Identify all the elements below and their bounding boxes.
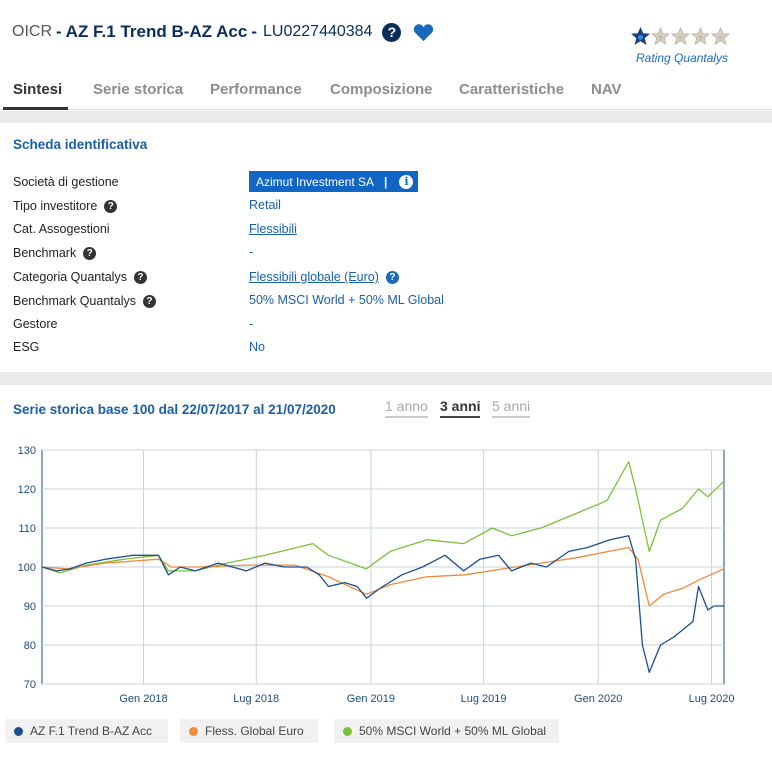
company-name: Azimut Investment SA xyxy=(256,174,375,189)
id-card-title: Scheda identificativa xyxy=(13,137,148,152)
x-tick-label: Gen 2019 xyxy=(347,693,395,705)
series-line-fund xyxy=(41,535,724,673)
value-tipo-investitore: Retail xyxy=(249,198,281,212)
row-label-cat-assogestioni: Cat. Assogestioni xyxy=(13,222,110,236)
label-text: Benchmark xyxy=(13,246,77,260)
legend-label-fund: AZ F.1 Trend B-AZ Acc xyxy=(30,724,153,738)
section-divider xyxy=(0,111,772,123)
tab-serie-storica[interactable]: Serie storica xyxy=(93,81,184,98)
y-tick-label: 120 xyxy=(18,484,36,496)
history-line-chart: 130 120 110 100 90 80 70 Gen 2018 Lug 2018 Gen 20… xyxy=(18,445,735,705)
title-separator: - xyxy=(56,22,62,41)
legend-dot-benchmark xyxy=(343,726,352,736)
active-tab-indicator xyxy=(3,107,68,110)
tab-sintesi[interactable]: Sintesi xyxy=(13,81,63,98)
fund-title: OICR - AZ F.1 Trend B-AZ Acc - LU0227440… xyxy=(12,22,434,42)
help-icon[interactable]: ? xyxy=(104,199,118,213)
y-tick-label: 110 xyxy=(18,523,36,535)
section-divider xyxy=(0,372,772,385)
management-company-button[interactable]: Azimut Investment SA | i xyxy=(249,171,418,192)
legend-dot-fund xyxy=(14,726,23,736)
row-label-societa: Società di gestione xyxy=(13,175,119,189)
series-line-benchmark xyxy=(41,461,725,574)
x-tick-label: Lug 2020 xyxy=(689,693,735,705)
help-icon[interactable]: ? xyxy=(83,246,97,260)
help-icon[interactable]: ? xyxy=(133,270,147,284)
label-text: Benchmark Quantalys xyxy=(13,294,136,308)
x-tick-label: Lug 2018 xyxy=(233,693,279,705)
help-icon[interactable]: ? xyxy=(142,294,156,308)
label-text: Categoria Quantalys xyxy=(13,270,127,284)
legend-item-benchmark[interactable]: 50% MSCI World + 50% ML Global xyxy=(334,719,559,743)
label-text: Gestore xyxy=(13,317,58,331)
x-tick-label: Gen 2020 xyxy=(574,693,622,705)
row-label-benchmark: Benchmark ? xyxy=(13,246,97,260)
fund-header: OICR - AZ F.1 Trend B-AZ Acc - LU0227440… xyxy=(0,0,772,70)
rating-label: Rating Quantalys xyxy=(636,51,729,65)
link-categoria-quantalys[interactable]: Flessibili globale (Euro) xyxy=(249,270,379,284)
label-text: Cat. Assogestioni xyxy=(13,222,110,236)
label-text: ESG xyxy=(13,340,40,354)
range-5-anni[interactable]: 5 anni xyxy=(492,398,531,418)
range-3-anni[interactable]: 3 anni xyxy=(440,398,481,418)
row-label-tipo-investitore: Tipo investitore ? xyxy=(13,199,118,213)
y-tick-label: 90 xyxy=(24,601,36,613)
legend-item-fund[interactable]: AZ F.1 Trend B-AZ Acc xyxy=(5,719,168,743)
fund-type-prefix: OICR xyxy=(12,23,52,40)
row-label-categoria-quantalys: Categoria Quantalys ? xyxy=(13,270,147,284)
y-tick-label: 80 xyxy=(24,640,36,652)
link-cat-assogestioni[interactable]: Flessibili xyxy=(249,222,297,236)
tab-nav[interactable]: NAV xyxy=(591,81,622,98)
help-icon[interactable]: ? xyxy=(382,22,402,42)
help-icon[interactable]: ? xyxy=(385,270,399,284)
star-filled-icon xyxy=(631,27,650,45)
tab-caratteristiche[interactable]: Caratteristiche xyxy=(459,81,565,98)
row-label-gestore: Gestore xyxy=(13,317,57,331)
value-benchmark-quantalys: 50% MSCI World + 50% ML Global xyxy=(249,293,444,307)
value-categoria-quantalys: Flessibili globale (Euro) ? xyxy=(249,270,399,284)
value-gestore: - xyxy=(249,317,254,331)
y-tick-label: 130 xyxy=(18,445,36,457)
x-tick-label: Gen 2018 xyxy=(119,693,167,705)
tab-performance[interactable]: Performance xyxy=(210,81,302,98)
star-empty-icon xyxy=(691,27,710,45)
legend-item-category[interactable]: Fless. Global Euro xyxy=(180,719,318,743)
legend-label-category: Fless. Global Euro xyxy=(205,724,304,738)
title-separator: - xyxy=(251,22,258,41)
range-1-anno[interactable]: 1 anno xyxy=(385,398,428,418)
series-line-category xyxy=(41,546,725,607)
star-empty-icon xyxy=(651,27,670,45)
quantalys-rating-stars xyxy=(631,27,730,46)
value-esg: No xyxy=(249,340,265,354)
legend-label-benchmark: 50% MSCI World + 50% ML Global xyxy=(359,724,547,738)
fund-isin: LU0227440384 xyxy=(263,23,373,40)
company-button-separator: | xyxy=(384,174,388,189)
label-text: Tipo investitore xyxy=(13,199,98,213)
row-label-benchmark-quantalys: Benchmark Quantalys ? xyxy=(13,294,156,308)
y-tick-label: 100 xyxy=(18,562,36,574)
star-empty-icon xyxy=(711,27,730,45)
fund-name: AZ F.1 Trend B-AZ Acc xyxy=(65,22,248,41)
y-tick-label: 70 xyxy=(24,679,36,691)
star-empty-icon xyxy=(671,27,690,45)
favorite-heart-icon[interactable] xyxy=(413,23,434,42)
history-title: Serie storica base 100 dal 22/07/2017 al… xyxy=(13,402,336,417)
tab-composizione[interactable]: Composizione xyxy=(330,81,433,98)
tab-bar: Sintesi Serie storica Performance Compos… xyxy=(0,70,772,110)
legend-dot-category xyxy=(189,726,198,736)
x-tick-label: Lug 2019 xyxy=(461,693,507,705)
value-benchmark: - xyxy=(249,245,254,259)
row-label-esg: ESG xyxy=(13,340,39,354)
info-icon[interactable]: i xyxy=(399,174,414,189)
label-text: Società di gestione xyxy=(13,175,119,189)
